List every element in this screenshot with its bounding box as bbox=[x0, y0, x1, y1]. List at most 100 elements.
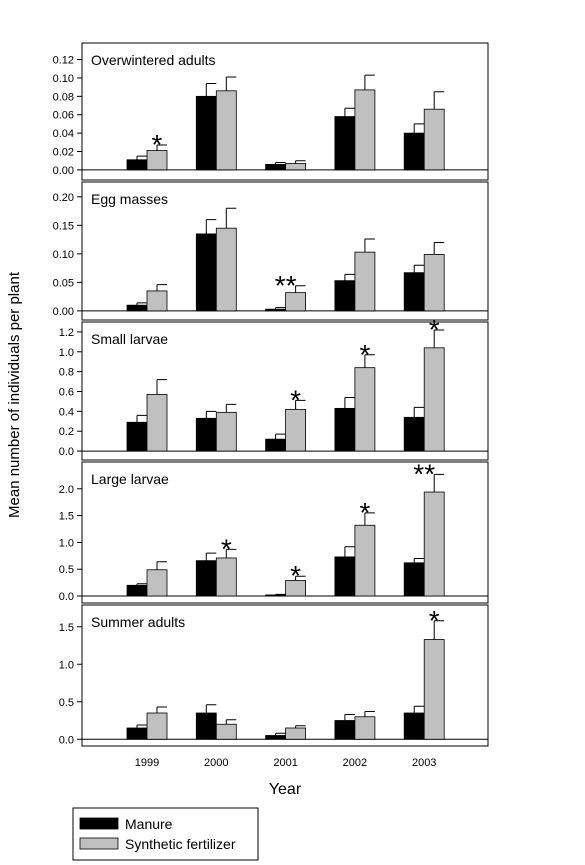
error-bar bbox=[136, 583, 147, 586]
error-bar bbox=[433, 241, 445, 255]
y-tick-label: 0.00 bbox=[53, 165, 74, 177]
y-tick-label: 0.00 bbox=[53, 306, 74, 318]
bar bbox=[423, 639, 445, 740]
bar bbox=[146, 290, 168, 312]
bar bbox=[265, 438, 287, 452]
bar bbox=[195, 560, 217, 597]
error-bar bbox=[295, 160, 306, 164]
bar bbox=[423, 491, 445, 597]
panel-title: Overwintered adults bbox=[91, 52, 216, 68]
bar bbox=[334, 280, 356, 312]
bar bbox=[195, 95, 217, 171]
bar bbox=[354, 524, 376, 597]
bar bbox=[285, 408, 307, 452]
error-bar bbox=[433, 620, 445, 640]
error-bar bbox=[156, 706, 167, 713]
error-bar bbox=[136, 155, 147, 160]
significance-mark: ** bbox=[275, 270, 297, 301]
error-bar bbox=[364, 354, 375, 368]
error-bar bbox=[136, 414, 147, 423]
bar bbox=[265, 163, 287, 171]
bar bbox=[146, 394, 168, 452]
significance-mark: * bbox=[359, 497, 370, 528]
error-bar bbox=[413, 406, 425, 418]
error-bar bbox=[364, 74, 375, 90]
significance-mark: ** bbox=[413, 458, 435, 489]
y-tick-label: 1.0 bbox=[59, 537, 74, 549]
y-tick-label: 0.8 bbox=[59, 367, 74, 379]
error-bar bbox=[225, 548, 237, 558]
error-bar bbox=[295, 285, 306, 293]
y-tick-label: 0.0 bbox=[59, 734, 74, 746]
x-tick-label: 2000 bbox=[204, 757, 228, 769]
bar bbox=[215, 227, 237, 312]
bar bbox=[423, 347, 445, 452]
y-tick-label: 1.0 bbox=[59, 347, 74, 359]
panel-frame bbox=[81, 42, 489, 181]
bar bbox=[265, 735, 287, 740]
significance-mark: * bbox=[221, 533, 232, 564]
bar bbox=[334, 720, 356, 740]
y-tick-label: 0.05 bbox=[53, 277, 74, 289]
error-bar bbox=[413, 705, 425, 713]
y-tick-label: 0.0 bbox=[59, 446, 74, 458]
bar bbox=[215, 723, 237, 740]
legend-box bbox=[72, 807, 259, 861]
bar bbox=[354, 367, 376, 452]
error-bar bbox=[433, 329, 445, 348]
y-tick-label: 1.0 bbox=[59, 659, 74, 671]
y-tick-label: 0.12 bbox=[53, 55, 74, 67]
y-tick-label: 0.5 bbox=[59, 697, 74, 709]
error-bar bbox=[205, 82, 217, 97]
error-bar bbox=[433, 91, 445, 110]
error-bar bbox=[344, 273, 355, 281]
bar bbox=[146, 569, 168, 597]
bar bbox=[126, 727, 148, 740]
error-bar bbox=[275, 162, 286, 165]
y-tick-label: 0.4 bbox=[59, 406, 74, 418]
panel-title: Large larvae bbox=[91, 471, 169, 487]
bar bbox=[334, 116, 356, 171]
bar bbox=[215, 90, 237, 171]
y-tick-label: 0.0 bbox=[59, 591, 74, 603]
error-bar bbox=[225, 207, 237, 229]
legend-swatch bbox=[79, 837, 119, 850]
panel-frame bbox=[81, 461, 489, 604]
significance-mark: * bbox=[152, 129, 163, 160]
error-bar bbox=[275, 306, 286, 310]
bar bbox=[146, 712, 168, 740]
bar bbox=[403, 416, 425, 452]
bar bbox=[126, 584, 148, 597]
error-bar bbox=[344, 714, 355, 721]
y-tick-label: 1.5 bbox=[59, 622, 74, 634]
error-bar bbox=[344, 546, 355, 557]
y-tick-label: 0.5 bbox=[59, 564, 74, 576]
bar bbox=[403, 132, 425, 171]
error-bar bbox=[364, 238, 375, 253]
error-bar bbox=[156, 144, 167, 151]
y-tick-label: 0.15 bbox=[53, 220, 74, 232]
panel-title: Egg masses bbox=[91, 191, 168, 207]
y-tick-label: 1.5 bbox=[59, 511, 74, 523]
bar bbox=[354, 251, 376, 312]
y-tick-label: 0.06 bbox=[53, 110, 74, 122]
legend-label: Synthetic fertilizer bbox=[125, 836, 236, 852]
error-bar bbox=[136, 302, 147, 306]
x-tick-label: 2003 bbox=[412, 757, 436, 769]
bar bbox=[403, 562, 425, 597]
y-tick-label: 2.0 bbox=[59, 484, 74, 496]
y-tick-label: 0.04 bbox=[53, 128, 74, 140]
error-bar bbox=[136, 724, 147, 728]
error-bar bbox=[205, 552, 217, 561]
significance-mark: * bbox=[290, 560, 301, 591]
significance-mark: * bbox=[429, 314, 440, 345]
error-bar bbox=[364, 711, 375, 717]
y-tick-label: 0.10 bbox=[53, 249, 74, 261]
y-tick-label: 1.2 bbox=[59, 327, 74, 339]
bar bbox=[354, 716, 376, 740]
y-tick-label: 0.2 bbox=[59, 426, 74, 438]
panel-title: Summer adults bbox=[91, 614, 185, 630]
error-bar bbox=[205, 704, 217, 713]
error-bar bbox=[205, 219, 217, 234]
